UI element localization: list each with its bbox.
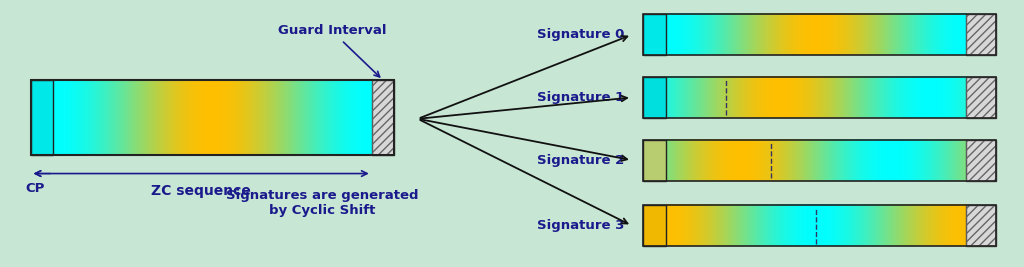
Bar bbox=[643, 14, 666, 56]
Bar bbox=[966, 77, 996, 118]
Text: Signature 1: Signature 1 bbox=[538, 91, 625, 104]
Bar bbox=[966, 139, 996, 181]
Text: Signatures are generated
by Cyclic Shift: Signatures are generated by Cyclic Shift bbox=[226, 189, 419, 217]
Bar bbox=[643, 205, 996, 246]
Bar bbox=[31, 80, 53, 155]
Bar bbox=[31, 80, 394, 155]
Bar bbox=[966, 14, 996, 56]
Text: CP: CP bbox=[26, 182, 45, 195]
Text: Signature 2: Signature 2 bbox=[538, 154, 625, 167]
Bar bbox=[643, 77, 996, 118]
Text: Guard Interval: Guard Interval bbox=[278, 24, 386, 77]
Bar bbox=[643, 77, 666, 118]
Text: Signature 0: Signature 0 bbox=[538, 28, 625, 41]
Bar bbox=[643, 14, 996, 56]
Text: ZC sequence: ZC sequence bbox=[152, 184, 251, 198]
Bar bbox=[643, 139, 666, 181]
Bar bbox=[372, 80, 394, 155]
Bar bbox=[966, 205, 996, 246]
Bar bbox=[372, 80, 394, 155]
Bar bbox=[966, 139, 996, 181]
Bar bbox=[643, 139, 996, 181]
Bar bbox=[643, 205, 666, 246]
Bar bbox=[966, 205, 996, 246]
Text: Signature 3: Signature 3 bbox=[538, 219, 625, 232]
Bar bbox=[966, 14, 996, 56]
Bar bbox=[966, 77, 996, 118]
